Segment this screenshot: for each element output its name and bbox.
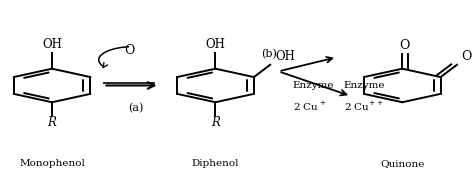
Text: Enzyme: Enzyme <box>344 81 385 90</box>
Text: OH: OH <box>42 38 62 51</box>
Text: Monophenol: Monophenol <box>19 159 85 168</box>
Text: R: R <box>47 116 56 129</box>
Text: Diphenol: Diphenol <box>191 159 239 168</box>
Text: OH: OH <box>206 38 226 51</box>
Text: O: O <box>124 44 134 57</box>
Text: (b): (b) <box>261 49 277 59</box>
Text: OH: OH <box>275 50 295 63</box>
Text: 2 Cu$^{++}$: 2 Cu$^{++}$ <box>344 100 383 113</box>
Text: Quinone: Quinone <box>380 159 424 168</box>
Text: O: O <box>400 39 410 52</box>
Text: 2 Cu$^+$: 2 Cu$^+$ <box>292 100 326 113</box>
Text: O: O <box>462 50 472 63</box>
Text: (a): (a) <box>128 103 144 113</box>
Text: Enzyme: Enzyme <box>292 81 334 90</box>
Text: R: R <box>211 116 220 129</box>
